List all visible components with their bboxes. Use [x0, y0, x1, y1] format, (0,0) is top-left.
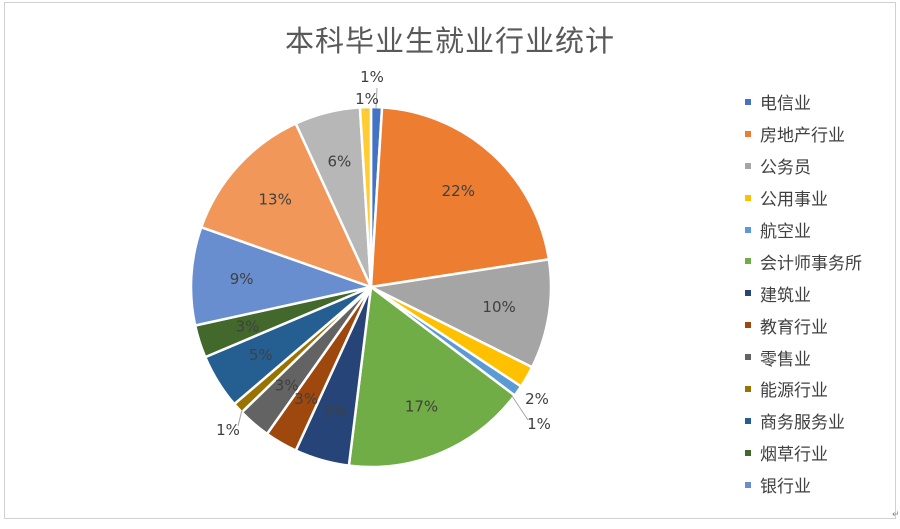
- legend-label: 银行业: [760, 477, 811, 498]
- legend-label: 公务员: [760, 158, 811, 179]
- pie-slice-other_1: [199, 122, 373, 289]
- data-label-能源行业: 1%: [216, 421, 240, 439]
- legend-label: 零售业: [760, 349, 811, 370]
- legend-swatch: [745, 481, 751, 488]
- data-label-商务服务业: 5%: [249, 346, 273, 364]
- legend-label: 教育行业: [760, 317, 828, 338]
- data-label-other_2: 6%: [328, 152, 352, 170]
- legend-item-公务员: 公务员: [745, 150, 862, 182]
- pie-slice-银行业: [189, 225, 373, 327]
- legend-swatch: [745, 194, 751, 201]
- data-label-other_1: 13%: [259, 191, 292, 209]
- chart-title: 本科毕业生就业行业统计: [284, 24, 615, 58]
- legend-item-能源行业: 能源行业: [745, 373, 862, 405]
- legend-item-航空业: 航空业: [745, 214, 862, 246]
- legend-swatch: [745, 258, 751, 265]
- legend-swatch: [745, 322, 751, 329]
- leader-line-能源行业: [237, 409, 243, 427]
- legend-label: 房地产行业: [760, 126, 845, 147]
- legend-item-教育行业: 教育行业: [745, 309, 862, 341]
- data-label-银行业: 9%: [230, 270, 254, 288]
- pie-slice-other_3: [358, 105, 373, 289]
- legend-item-电信业: 电信业: [745, 86, 862, 118]
- legend-item-烟草行业: 烟草行业: [745, 437, 862, 469]
- data-label-公用事业: 2%: [525, 390, 549, 408]
- leader-line-电信业: [375, 87, 378, 109]
- data-label-航空业: 1%: [527, 415, 551, 433]
- data-label-教育行业: 3%: [294, 390, 318, 408]
- legend-swatch: [745, 130, 751, 137]
- legend-item-会计师事务所: 会计师事务所: [745, 245, 862, 277]
- pie-slice-会计师事务所: [347, 285, 516, 469]
- leader-line-航空业: [511, 395, 529, 421]
- legend-item-建筑业: 建筑业: [745, 277, 862, 309]
- pie-slices: [189, 105, 553, 469]
- pie-slice-公务员: [369, 258, 553, 369]
- data-label-烟草行业: 3%: [236, 317, 260, 335]
- legend-swatch: [745, 226, 751, 233]
- legend-label: 电信业: [760, 94, 811, 115]
- legend-swatch: [745, 98, 751, 105]
- legend-label: 建筑业: [760, 285, 811, 306]
- legend-swatch: [745, 354, 751, 361]
- data-label-电信业: 1%: [360, 68, 384, 86]
- pie-data-labels: 1%22%10%2%1%17%5%3%3%1%5%3%9%13%6%1%: [216, 68, 551, 439]
- legend-item-公用事业: 公用事业: [745, 182, 862, 214]
- data-label-建筑业: 5%: [324, 403, 348, 421]
- legend-label: 会计师事务所: [760, 253, 862, 274]
- legend-item-房地产行业: 房地产行业: [745, 118, 862, 150]
- legend-swatch: [745, 417, 751, 424]
- legend-label: 商务服务业: [760, 413, 845, 434]
- data-label-other_3: 1%: [355, 90, 379, 108]
- legend-label: 航空业: [760, 222, 811, 242]
- pie-slice-房地产行业: [369, 106, 551, 289]
- chart-legend: 电信业房地产行业公务员公用事业航空业会计师事务所 建筑业教育行业零售业能源行业商务…: [745, 86, 862, 501]
- data-label-会计师事务所: 17%: [405, 397, 438, 415]
- data-label-公务员: 10%: [482, 298, 515, 316]
- legend-swatch: [745, 162, 751, 169]
- legend-swatch: [745, 385, 751, 392]
- legend-label: 能源行业: [760, 381, 828, 402]
- legend-label: 公用事业: [760, 190, 828, 211]
- legend-item-零售业: 零售业: [745, 341, 862, 373]
- data-label-零售业: 3%: [275, 376, 299, 394]
- paragraph-mark-icon: ↵: [892, 510, 900, 520]
- data-label-房地产行业: 22%: [442, 182, 475, 200]
- legend-swatch: [745, 449, 751, 456]
- legend-item-银行业: 银行业: [745, 469, 862, 501]
- legend-label: 烟草行业: [760, 445, 828, 466]
- legend-swatch: [745, 290, 751, 297]
- legend-item-商务服务业: 商务服务业: [745, 405, 862, 437]
